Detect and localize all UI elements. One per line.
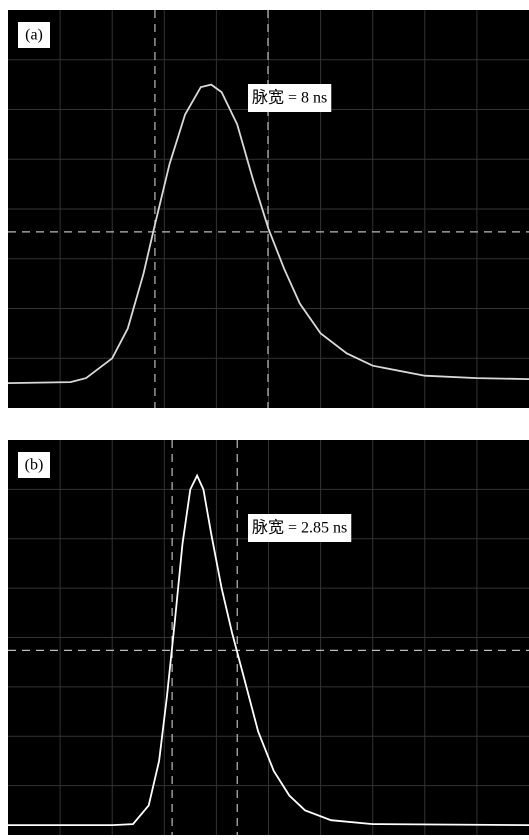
annotation: 脉宽 = 8 ns bbox=[252, 89, 327, 107]
panel-label: (a) bbox=[25, 27, 43, 44]
panel-label: (b) bbox=[25, 457, 44, 474]
page: (a)脉宽 = 8 ns(b)脉宽 = 2.85 ns (() => { con… bbox=[0, 0, 529, 840]
figure: (a) 脉宽 = 8 ns (b) 脉宽 = 2.85 ns bbox=[0, 0, 529, 840]
annotation: 脉宽 = 2.85 ns bbox=[252, 519, 347, 537]
